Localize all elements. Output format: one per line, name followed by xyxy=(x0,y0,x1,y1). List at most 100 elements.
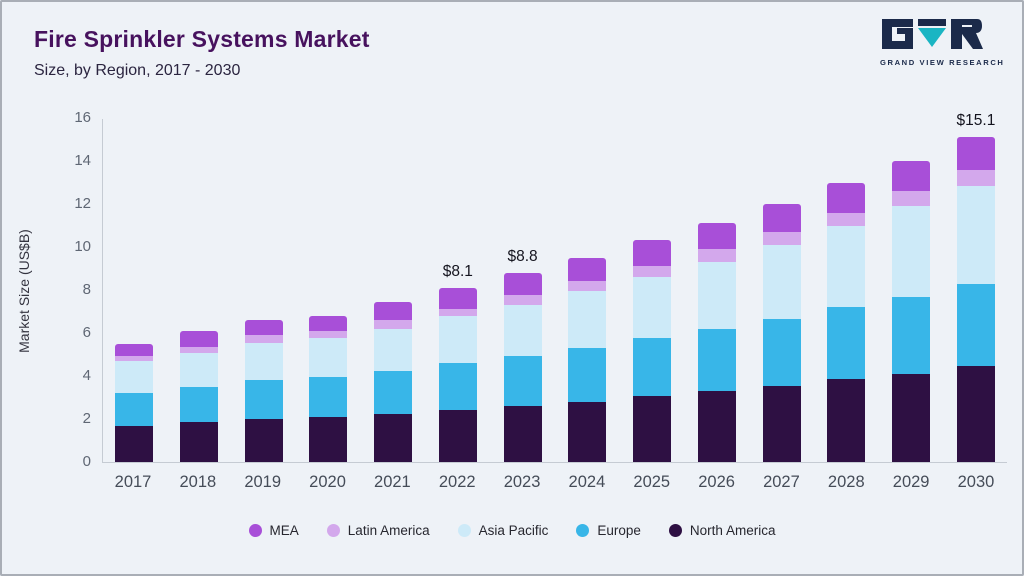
segment-north-america[interactable] xyxy=(762,385,801,462)
segment-north-america[interactable] xyxy=(892,373,931,462)
segment-europe[interactable] xyxy=(568,348,607,402)
segment-latin-america[interactable] xyxy=(179,346,218,354)
segment-latin-america[interactable] xyxy=(244,335,283,343)
x-tick-label-2028: 2028 xyxy=(827,473,865,491)
segment-mea[interactable] xyxy=(374,301,413,321)
x-axis-labels: 2017 2018 2019 2020 2021 2022 2023 2024 2025 2026… xyxy=(102,473,1007,492)
segment-asia-pacific[interactable] xyxy=(244,342,283,381)
segment-latin-america[interactable] xyxy=(438,309,477,316)
bar-2017[interactable] xyxy=(111,119,157,462)
segment-latin-america[interactable] xyxy=(633,266,672,278)
segment-north-america[interactable] xyxy=(179,422,218,462)
bar-2019[interactable] xyxy=(241,119,287,462)
segment-latin-america[interactable] xyxy=(827,212,866,226)
segment-europe[interactable] xyxy=(115,393,153,426)
segment-latin-america[interactable] xyxy=(892,191,931,207)
segment-mea[interactable] xyxy=(697,223,736,250)
segment-asia-pacific[interactable] xyxy=(762,244,801,320)
segment-europe[interactable] xyxy=(309,377,348,417)
bar-value-label-2030: $15.1 xyxy=(956,112,996,130)
segment-mea[interactable] xyxy=(115,343,153,356)
segment-asia-pacific[interactable] xyxy=(568,291,607,349)
segment-asia-pacific[interactable] xyxy=(179,353,218,387)
bar-2018[interactable] xyxy=(176,119,222,462)
segment-latin-america[interactable] xyxy=(762,231,801,245)
bar-2028[interactable] xyxy=(823,119,869,462)
bar-2026[interactable] xyxy=(694,119,740,462)
bar-2025[interactable] xyxy=(629,119,675,462)
segment-mea[interactable] xyxy=(956,137,995,170)
segment-north-america[interactable] xyxy=(827,379,866,462)
segment-europe[interactable] xyxy=(827,307,866,380)
segment-asia-pacific[interactable] xyxy=(309,338,348,378)
segment-asia-pacific[interactable] xyxy=(892,206,931,297)
segment-latin-america[interactable] xyxy=(115,355,153,361)
segment-mea[interactable] xyxy=(179,330,218,347)
segment-europe[interactable] xyxy=(762,319,801,386)
segment-north-america[interactable] xyxy=(244,419,283,462)
segment-north-america[interactable] xyxy=(633,396,672,462)
segment-europe[interactable] xyxy=(503,355,542,407)
segment-mea[interactable] xyxy=(892,161,931,192)
segment-latin-america[interactable] xyxy=(956,169,995,186)
segment-europe[interactable] xyxy=(892,296,931,374)
bar-2023[interactable]: $8.8 xyxy=(500,119,546,462)
segment-latin-america[interactable] xyxy=(568,281,607,292)
segment-asia-pacific[interactable] xyxy=(115,360,153,394)
bar-2022[interactable]: $8.1 xyxy=(435,119,481,462)
segment-asia-pacific[interactable] xyxy=(503,305,542,356)
segment-europe[interactable] xyxy=(956,283,995,367)
segment-north-america[interactable] xyxy=(956,366,995,462)
bar-2021[interactable] xyxy=(370,119,416,462)
legend-item-latin-america[interactable]: Latin America xyxy=(326,523,430,538)
segment-mea[interactable] xyxy=(438,287,477,310)
segment-asia-pacific[interactable] xyxy=(633,277,672,339)
legend-label: Latin America xyxy=(347,523,430,538)
bar-2020[interactable] xyxy=(305,119,351,462)
bar-2027[interactable] xyxy=(759,119,805,462)
segment-asia-pacific[interactable] xyxy=(374,328,413,371)
legend-swatch-icon xyxy=(576,524,590,537)
x-tick-label-2017: 2017 xyxy=(114,473,152,491)
segment-latin-america[interactable] xyxy=(697,249,736,262)
segment-europe[interactable] xyxy=(179,386,218,423)
y-axis-title-text: Market Size (US$B) xyxy=(16,229,33,353)
segment-mea[interactable] xyxy=(244,320,283,336)
legend-item-north-america[interactable]: North America xyxy=(668,523,775,538)
segment-north-america[interactable] xyxy=(115,425,153,462)
segment-latin-america[interactable] xyxy=(503,295,542,306)
segment-europe[interactable] xyxy=(633,338,672,397)
segment-north-america[interactable] xyxy=(568,401,607,462)
segment-mea[interactable] xyxy=(762,204,801,232)
segment-north-america[interactable] xyxy=(374,413,413,462)
segment-mea[interactable] xyxy=(568,257,607,282)
bar-2030[interactable]: $15.1 xyxy=(953,112,999,462)
segment-mea[interactable] xyxy=(827,182,866,213)
segment-latin-america[interactable] xyxy=(309,330,348,339)
legend-swatch-icon xyxy=(248,524,262,537)
segment-mea[interactable] xyxy=(503,272,542,296)
segment-north-america[interactable] xyxy=(697,391,736,462)
segment-asia-pacific[interactable] xyxy=(697,261,736,329)
segment-north-america[interactable] xyxy=(309,416,348,462)
legend-item-mea[interactable]: MEA xyxy=(248,523,299,538)
segment-north-america[interactable] xyxy=(438,410,477,462)
segment-europe[interactable] xyxy=(438,363,477,411)
plot-area: Market Size (US$B) 0 2 4 6 8 10 12 14 16 $8.1 $8.… xyxy=(16,109,1007,470)
legend-item-europe[interactable]: Europe xyxy=(576,523,641,538)
segment-mea[interactable] xyxy=(309,315,348,331)
segment-europe[interactable] xyxy=(697,328,736,391)
segment-europe[interactable] xyxy=(374,370,413,414)
segment-europe[interactable] xyxy=(244,380,283,419)
bar-stack xyxy=(374,301,413,462)
bar-2024[interactable] xyxy=(564,119,610,462)
segment-asia-pacific[interactable] xyxy=(827,225,866,308)
bar-stack xyxy=(244,320,283,462)
segment-asia-pacific[interactable] xyxy=(438,315,477,364)
segment-mea[interactable] xyxy=(633,240,672,267)
segment-north-america[interactable] xyxy=(503,406,542,462)
segment-latin-america[interactable] xyxy=(374,320,413,329)
legend-item-asia-pacific[interactable]: Asia Pacific xyxy=(457,523,548,538)
segment-asia-pacific[interactable] xyxy=(956,185,995,284)
bar-2029[interactable] xyxy=(888,119,934,462)
